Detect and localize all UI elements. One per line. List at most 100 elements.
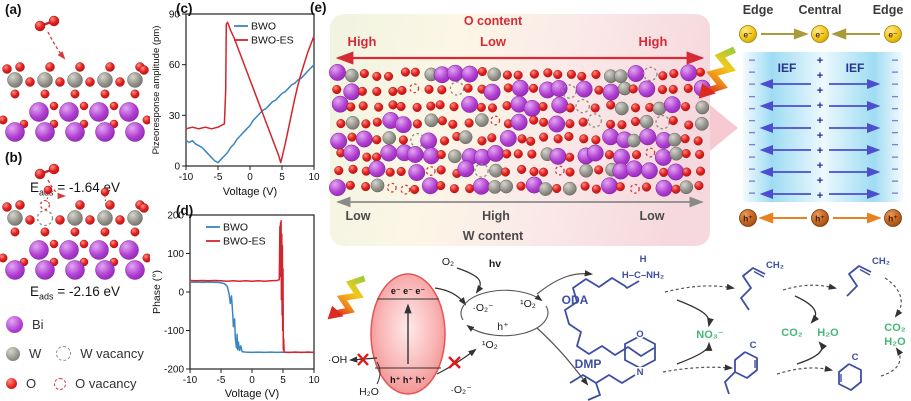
panel-b-label: (b) xyxy=(5,150,23,165)
legend-o-label: O xyxy=(26,376,37,391)
oda-intermediate-molecule xyxy=(740,267,766,311)
svg-text:BWO: BWO xyxy=(223,222,248,234)
ch2-mid-label: CH₂ xyxy=(766,260,784,271)
svg-text:−: − xyxy=(748,101,755,115)
svg-text:h⁺: h⁺ xyxy=(815,214,825,224)
svg-text:0: 0 xyxy=(247,172,253,183)
dmp-label: DMP xyxy=(575,357,602,371)
svg-text:10: 10 xyxy=(308,375,320,386)
svg-text:−: − xyxy=(748,114,755,128)
eads-symbol: E xyxy=(30,180,40,195)
ch2-final-label: CH₂ xyxy=(872,256,890,267)
electron-to-superoxide-arrow xyxy=(434,287,467,306)
c-final-label: C xyxy=(852,352,859,363)
hplus-label: h⁺ xyxy=(497,321,508,333)
svg-text:200: 200 xyxy=(167,211,184,222)
panel-d-label: (d) xyxy=(176,203,194,218)
svg-text:-10: -10 xyxy=(179,172,194,183)
oda-amine-label: H–C–NH₂ xyxy=(622,270,664,281)
mid-degrade-dashed-arrow xyxy=(782,283,838,291)
final-co2-dashed-arrow-top xyxy=(884,277,903,318)
svg-text:BWO-ES: BWO-ES xyxy=(223,236,266,248)
svg-text:Phase (°): Phase (°) xyxy=(151,270,163,314)
piezoresponse-chart: -10 -5 0 5 10 0 30 60 90 BWO BWO-ES Voltage (V) Pize… xyxy=(151,10,320,199)
svg-text:e⁻: e⁻ xyxy=(743,30,752,40)
h2o-final-label: H₂O xyxy=(884,336,906,348)
electrons-label: e⁻ e⁻ e⁻ xyxy=(391,286,426,296)
svg-text:−: − xyxy=(891,65,898,79)
ief-panel: Edge Central Edge − − − − − − − − − − − − − − − − − − − − − −… xyxy=(735,0,911,250)
dmp-final-molecule xyxy=(838,363,862,391)
oda-degrade-dashed-arrow xyxy=(664,283,736,293)
svg-text:+: + xyxy=(817,160,823,172)
svg-text:−: − xyxy=(748,174,755,188)
svg-text:100: 100 xyxy=(167,249,184,260)
svg-text:-5: -5 xyxy=(217,375,226,386)
panel-c-label: (c) xyxy=(176,1,193,16)
legend-o-vacancy-label: O vacancy xyxy=(75,376,137,391)
eads-sub: ads xyxy=(39,291,54,302)
svg-text:−: − xyxy=(748,77,755,91)
o2-to-superoxide-arrow xyxy=(456,267,484,294)
svg-text:−: − xyxy=(891,89,898,103)
svg-text:BWO: BWO xyxy=(251,21,276,33)
svg-text:Voltage (V): Voltage (V) xyxy=(223,186,277,198)
panel-b-eads: Eads = -2.16 eV xyxy=(5,284,145,302)
svg-text:IEF: IEF xyxy=(778,61,797,75)
svg-text:0: 0 xyxy=(249,375,255,386)
nitrate-label: NO₃⁻ xyxy=(696,329,724,341)
holes-label: h⁺ h⁺ h⁺ xyxy=(390,375,426,385)
final-co2-dashed-arrow-bottom xyxy=(880,347,904,377)
svg-text:+: + xyxy=(817,145,823,157)
svg-text:0: 0 xyxy=(174,162,180,173)
co2-label: CO₂ xyxy=(781,327,803,339)
svg-text:−: − xyxy=(748,150,755,164)
ros-cycle-arc-bottom xyxy=(466,305,549,337)
legend-row-o: O O vacancy xyxy=(6,376,137,391)
panel-b-structure xyxy=(0,163,150,280)
to-co2-arrow-top xyxy=(794,295,820,324)
svg-text:−: − xyxy=(748,138,755,152)
svg-text:−: − xyxy=(891,126,898,140)
svg-text:−: − xyxy=(748,65,755,79)
edge-left-label: Edge xyxy=(742,3,774,17)
red-x-icon xyxy=(448,356,461,369)
o2-label: O₂ xyxy=(442,256,454,268)
ief-diagram: − −− −− −− −− −− −− −− −− −− −− −− −++++++++++IEF IEF… xyxy=(739,25,903,227)
edge-right-label: Edge xyxy=(872,3,904,17)
to-co2-arrow-bottom xyxy=(796,341,827,365)
superoxide-bottom-label: ·O₂⁻ xyxy=(450,384,471,396)
to-oda-arrow xyxy=(536,270,594,295)
crystal-slab xyxy=(328,63,711,197)
svg-text:Voltage (V): Voltage (V) xyxy=(225,388,279,400)
o-content-high-right: High xyxy=(638,34,668,49)
svg-text:-100: -100 xyxy=(164,326,184,337)
o-atom-icon xyxy=(6,378,17,389)
dmp-intermediate-molecule xyxy=(734,351,758,379)
svg-text:h⁺: h⁺ xyxy=(888,214,898,224)
w-content-low-right: Low xyxy=(639,209,665,223)
double-bond xyxy=(859,268,871,276)
o-content-title: O content xyxy=(463,14,523,28)
singlet-blocked-label: ¹O₂ xyxy=(482,339,498,351)
atom-legend: Bi W W vacancy O O vacancy xyxy=(0,314,150,401)
svg-text:30: 30 xyxy=(169,111,181,122)
water-connector xyxy=(376,361,381,385)
svg-text:+: + xyxy=(817,130,823,142)
ros-cycle-arc-top xyxy=(460,289,543,321)
hydroxyl-label: ·OH xyxy=(328,354,347,366)
panel-d: -10 -5 0 5 10 -200 -100 0 100 200 BWO BWO-ES Voltage… xyxy=(148,199,320,401)
svg-text:−: − xyxy=(891,162,898,176)
svg-text:−: − xyxy=(891,150,898,164)
oda-final-molecule xyxy=(846,265,872,297)
light-bolt-icon xyxy=(325,272,370,326)
oda-to-nitrate-arrow xyxy=(676,299,714,328)
svg-text:60: 60 xyxy=(169,60,181,71)
legend-w-vacancy-label: W vacancy xyxy=(80,346,144,361)
svg-text:5: 5 xyxy=(280,375,286,386)
panel-c: -10 -5 0 5 10 0 30 60 90 BWO BWO-ES Voltage (V) Pize… xyxy=(148,0,320,199)
svg-text:BWO-ES: BWO-ES xyxy=(251,35,294,47)
w-atom-icon xyxy=(6,346,20,361)
svg-text:−: − xyxy=(891,114,898,128)
